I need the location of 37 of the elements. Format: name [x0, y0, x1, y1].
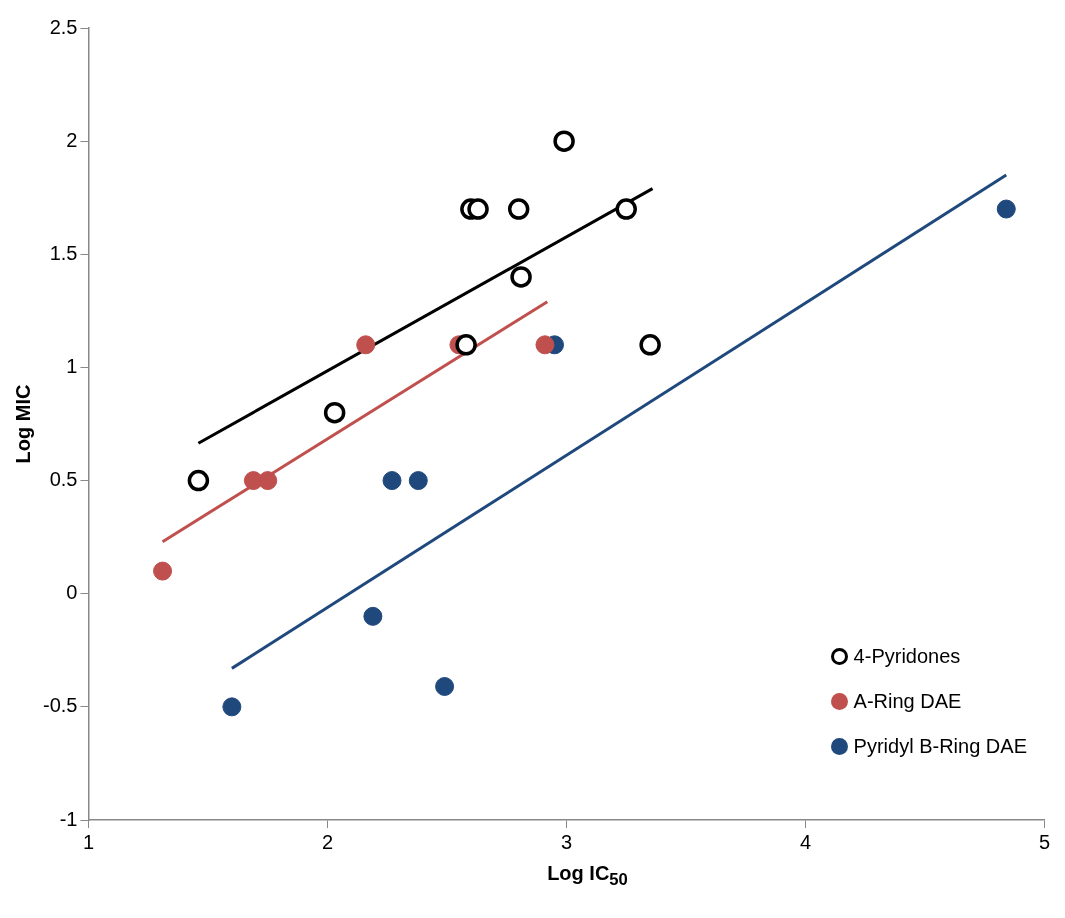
y-tick-label: 0	[66, 581, 78, 604]
point	[408, 471, 428, 491]
y-tick-label: 2.5	[49, 15, 78, 38]
point	[258, 471, 278, 491]
y-tick-label: 2	[66, 128, 78, 151]
legend-label: 4-Pyridones	[853, 645, 961, 668]
point	[382, 471, 402, 491]
point	[507, 198, 530, 220]
legend-label: Pyridyl B-Ring DAE	[853, 735, 1027, 758]
point	[639, 334, 661, 356]
x-tick-label: 5	[1038, 830, 1051, 853]
point	[356, 335, 376, 355]
x-tick-label: 2	[321, 830, 334, 853]
y-tick-label: 0.5	[49, 468, 78, 491]
y-tick-label: 1.5	[49, 241, 78, 264]
point	[222, 697, 242, 717]
point	[435, 676, 455, 696]
legend-label: A-Ring DAE	[853, 690, 962, 713]
point	[455, 334, 477, 356]
y-tick-label: -1	[59, 807, 78, 830]
point	[467, 198, 489, 220]
y-tick-label: 1	[66, 354, 78, 377]
y-tick-label: -0.5	[42, 694, 78, 717]
point	[153, 561, 173, 581]
point	[996, 199, 1016, 219]
point	[363, 606, 383, 626]
y-axis-title: Log MIC	[11, 384, 34, 464]
x-tick-label: 3	[560, 830, 573, 853]
point	[615, 198, 637, 220]
point	[510, 266, 532, 288]
x-axis-title: Log IC$_{50}$	[546, 862, 629, 890]
point	[535, 335, 555, 355]
x-tick-label: 1	[82, 830, 95, 853]
point	[323, 401, 346, 424]
x-tick-label: 4	[799, 830, 812, 853]
point	[553, 130, 575, 152]
point	[187, 469, 210, 492]
